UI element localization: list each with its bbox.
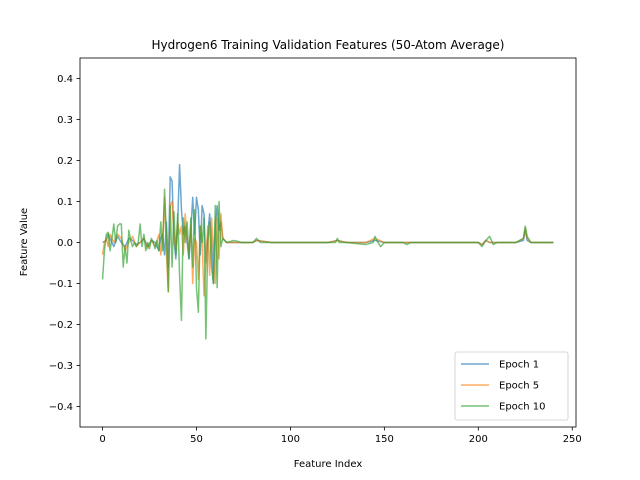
series-layer	[101, 163, 554, 340]
series-line-epoch-10	[101, 188, 554, 340]
x-tick-label: 200	[469, 434, 488, 445]
legend-label: Epoch 1	[499, 360, 539, 371]
x-axis-label: Feature Index	[294, 459, 363, 470]
legend-box	[454, 351, 569, 421]
y-axis-label: Feature Value	[19, 208, 30, 276]
x-axis: 0 50 100 150 200 250	[99, 427, 582, 445]
x-tick-label: 250	[563, 434, 582, 445]
y-tick-label: −0.1	[49, 279, 73, 290]
y-tick-label: −0.4	[49, 402, 73, 413]
x-tick-label: 150	[375, 434, 394, 445]
y-tick-label: 0.3	[57, 115, 73, 126]
y-tick-label: 0.2	[57, 156, 73, 167]
y-tick-label: −0.2	[49, 320, 73, 331]
y-tick-label: 0.4	[57, 74, 73, 85]
legend: Epoch 1 Epoch 5 Epoch 10	[454, 351, 569, 421]
x-tick-label: 0	[99, 434, 105, 445]
y-axis: −0.4 −0.3 −0.2 −0.1 0.0 0.1 0.2 0.3 0.4	[49, 74, 80, 413]
x-tick-label: 50	[190, 434, 203, 445]
chart-title: Hydrogen6 Training Validation Features (…	[152, 38, 505, 52]
legend-label: Epoch 10	[499, 402, 546, 413]
y-tick-label: 0.0	[57, 238, 73, 249]
x-tick-label: 100	[281, 434, 300, 445]
legend-label: Epoch 5	[499, 381, 539, 392]
y-tick-label: 0.1	[57, 197, 73, 208]
y-tick-label: −0.3	[49, 361, 73, 372]
